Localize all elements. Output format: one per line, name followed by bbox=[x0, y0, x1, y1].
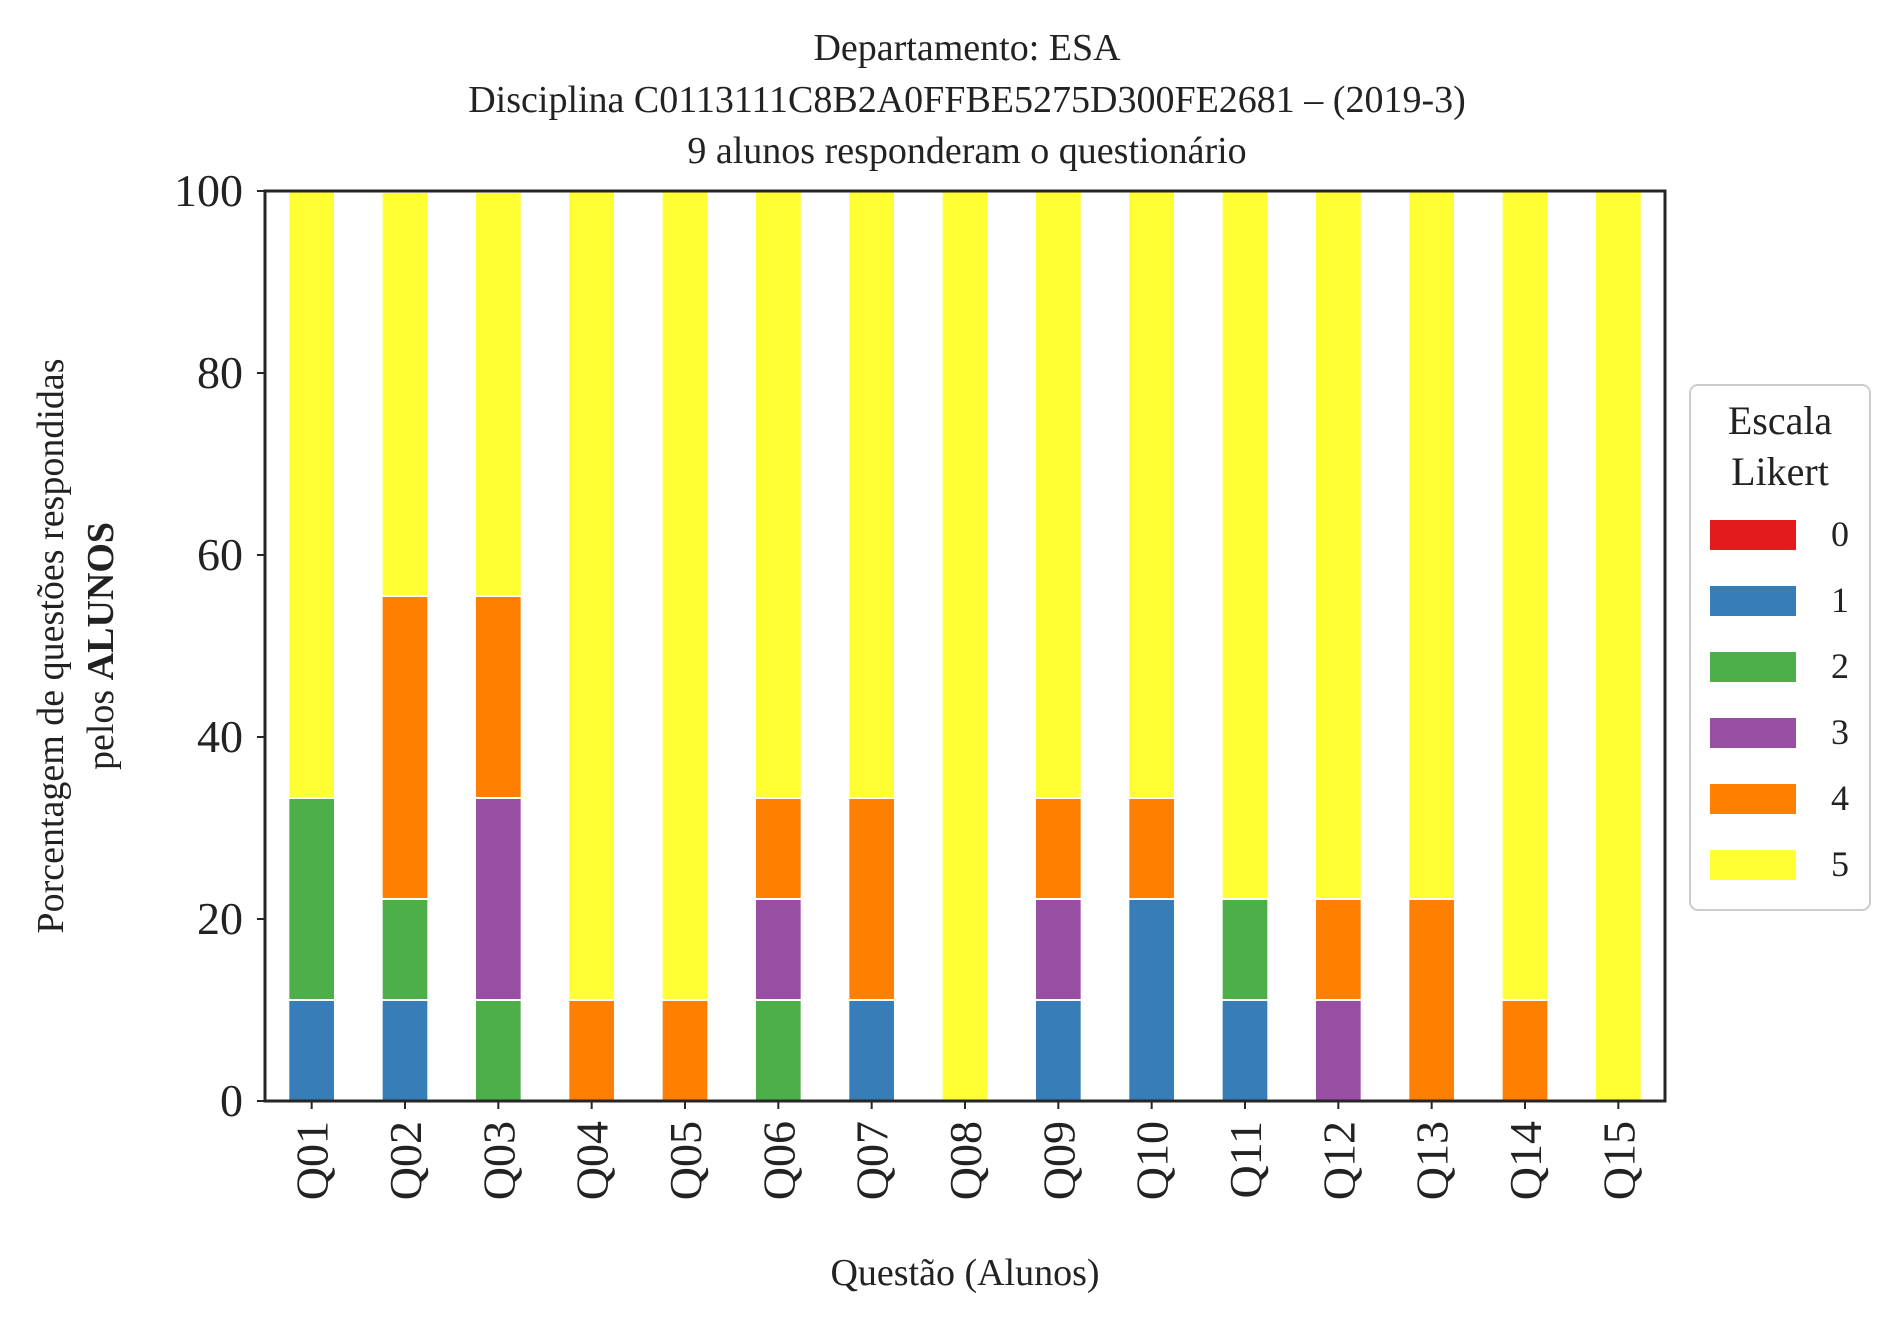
legend-title-line-2: Likert bbox=[1731, 449, 1829, 494]
x-tick-label-q06: Q06 bbox=[753, 1121, 804, 1200]
legend-swatch-2 bbox=[1710, 652, 1796, 682]
legend-label-2: 2 bbox=[1831, 646, 1849, 686]
legend-swatch-5 bbox=[1710, 850, 1796, 880]
x-tick-label-q05: Q05 bbox=[660, 1121, 711, 1200]
bar-q06-likert-2 bbox=[754, 998, 803, 1102]
y-tick-label: 60 bbox=[197, 529, 243, 580]
legend-label-4: 4 bbox=[1831, 778, 1849, 818]
legend-label-5: 5 bbox=[1831, 844, 1849, 884]
x-tick-label-q03: Q03 bbox=[473, 1121, 524, 1200]
bar-q07-likert-4 bbox=[847, 796, 897, 1001]
y-axis-ticks: 0 20 40 60 80 100 bbox=[174, 165, 265, 1126]
x-tick-label-q09: Q09 bbox=[1033, 1121, 1084, 1200]
y-axis-label-line-2: pelos ALUNOS bbox=[80, 522, 122, 770]
bar-q03-likert-3 bbox=[474, 796, 523, 1001]
y-tick-label: 40 bbox=[197, 711, 243, 762]
x-tick-label-q11: Q11 bbox=[1220, 1121, 1271, 1199]
title-line-1: Departamento: ESA bbox=[813, 27, 1121, 69]
x-tick-label-q14: Q14 bbox=[1500, 1121, 1551, 1200]
bar-q09-likert-3 bbox=[1034, 897, 1083, 1001]
bar-q09-likert-1 bbox=[1034, 998, 1083, 1102]
x-tick-label-q15: Q15 bbox=[1593, 1121, 1644, 1200]
x-axis-label: Questão (Alunos) bbox=[830, 1252, 1099, 1294]
legend-label-0: 0 bbox=[1831, 514, 1849, 554]
bars-layer bbox=[287, 190, 1643, 1102]
y-tick-label: 100 bbox=[174, 165, 243, 216]
x-tick-label-q02: Q02 bbox=[380, 1121, 431, 1200]
plot-frame bbox=[263, 189, 1667, 1103]
bar-q02-likert-2 bbox=[380, 897, 430, 1001]
bar-q12-likert-3 bbox=[1314, 998, 1363, 1102]
bar-q07-likert-1 bbox=[847, 998, 897, 1102]
x-tick-label-q01: Q01 bbox=[287, 1121, 338, 1200]
bar-q03-likert-4 bbox=[474, 594, 523, 799]
x-tick-label-q07: Q07 bbox=[847, 1121, 898, 1200]
bar-q11-likert-2 bbox=[1220, 897, 1270, 1001]
y-axis-label-line-1: Porcentagem de questões respondidas bbox=[30, 358, 72, 933]
y-tick-label: 80 bbox=[197, 347, 243, 398]
title-line-2: Disciplina C0113111C8B2A0FFBE5275D300FE2… bbox=[468, 79, 1466, 121]
x-axis-ticks: Q01 Q02 Q03 Q04 Q05 Q06 Q07 Q08 Q09 Q10 Q11 Q12 Q13 Q… bbox=[287, 1101, 1644, 1200]
y-axis-label-prefix: pelos bbox=[80, 680, 122, 770]
bar-q02-likert-1 bbox=[380, 998, 430, 1102]
bar-q07-likert-5 bbox=[847, 190, 897, 799]
bar-q13-likert-5 bbox=[1407, 190, 1456, 900]
x-tick-label-q10: Q10 bbox=[1127, 1121, 1178, 1200]
bar-q03-likert-2 bbox=[474, 998, 523, 1102]
x-tick-label-q12: Q12 bbox=[1313, 1121, 1364, 1200]
bar-q01-likert-5 bbox=[287, 190, 336, 799]
bar-q10-likert-5 bbox=[1127, 190, 1176, 799]
y-axis-label: Porcentagem de questões respondidas pelo… bbox=[30, 358, 122, 933]
legend-items: 0 1 2 3 4 5 bbox=[1710, 514, 1849, 884]
bar-q14-likert-5 bbox=[1500, 190, 1550, 1001]
bar-q01-likert-2 bbox=[287, 796, 336, 1001]
x-tick-label-q08: Q08 bbox=[940, 1121, 991, 1200]
x-tick-label-q04: Q04 bbox=[567, 1121, 618, 1200]
bar-q09-likert-4 bbox=[1034, 796, 1083, 900]
bar-q06-likert-4 bbox=[754, 796, 803, 900]
bar-q06-likert-3 bbox=[754, 897, 803, 1001]
x-tick-label-q13: Q13 bbox=[1407, 1121, 1458, 1200]
legend-box bbox=[1689, 384, 1871, 911]
bar-q04-likert-4 bbox=[567, 998, 617, 1102]
bar-q08-likert-5 bbox=[940, 190, 990, 1102]
bar-q15-likert-5 bbox=[1594, 190, 1643, 1102]
legend-label-1: 1 bbox=[1831, 580, 1849, 620]
bar-q05-likert-4 bbox=[660, 998, 710, 1102]
bar-q05-likert-5 bbox=[660, 190, 710, 1001]
bar-q12-likert-5 bbox=[1314, 190, 1363, 900]
bar-q13-likert-4 bbox=[1407, 897, 1456, 1102]
bar-q03-likert-5 bbox=[474, 190, 523, 597]
bar-q10-likert-1 bbox=[1127, 897, 1176, 1102]
bar-q09-likert-5 bbox=[1034, 190, 1083, 799]
chart-title: Departamento: ESA Disciplina C0113111C8B… bbox=[468, 27, 1466, 172]
bar-q11-likert-5 bbox=[1220, 190, 1270, 900]
legend-swatch-0 bbox=[1710, 520, 1796, 550]
bar-q01-likert-1 bbox=[287, 998, 336, 1102]
y-tick-label: 0 bbox=[220, 1075, 243, 1126]
legend-swatch-1 bbox=[1710, 586, 1796, 616]
title-line-3: 9 alunos responderam o questionário bbox=[687, 130, 1246, 172]
bar-q04-likert-5 bbox=[567, 190, 617, 1001]
legend-label-3: 3 bbox=[1831, 712, 1849, 752]
bar-q10-likert-4 bbox=[1127, 796, 1176, 900]
bar-q02-likert-4 bbox=[380, 594, 430, 900]
y-tick-label: 20 bbox=[197, 893, 243, 944]
legend-title-line-1: Escala bbox=[1728, 398, 1833, 443]
bar-q06-likert-5 bbox=[754, 190, 803, 799]
legend-swatch-4 bbox=[1710, 784, 1796, 814]
legend-swatch-3 bbox=[1710, 718, 1796, 748]
legend: Escala Likert 0 1 2 3 4 5 bbox=[1689, 384, 1871, 911]
bar-q14-likert-4 bbox=[1500, 998, 1550, 1102]
bar-q12-likert-4 bbox=[1314, 897, 1363, 1001]
y-axis-label-bold: ALUNOS bbox=[80, 522, 122, 680]
bar-q11-likert-1 bbox=[1220, 998, 1270, 1102]
bar-q02-likert-5 bbox=[380, 190, 430, 597]
